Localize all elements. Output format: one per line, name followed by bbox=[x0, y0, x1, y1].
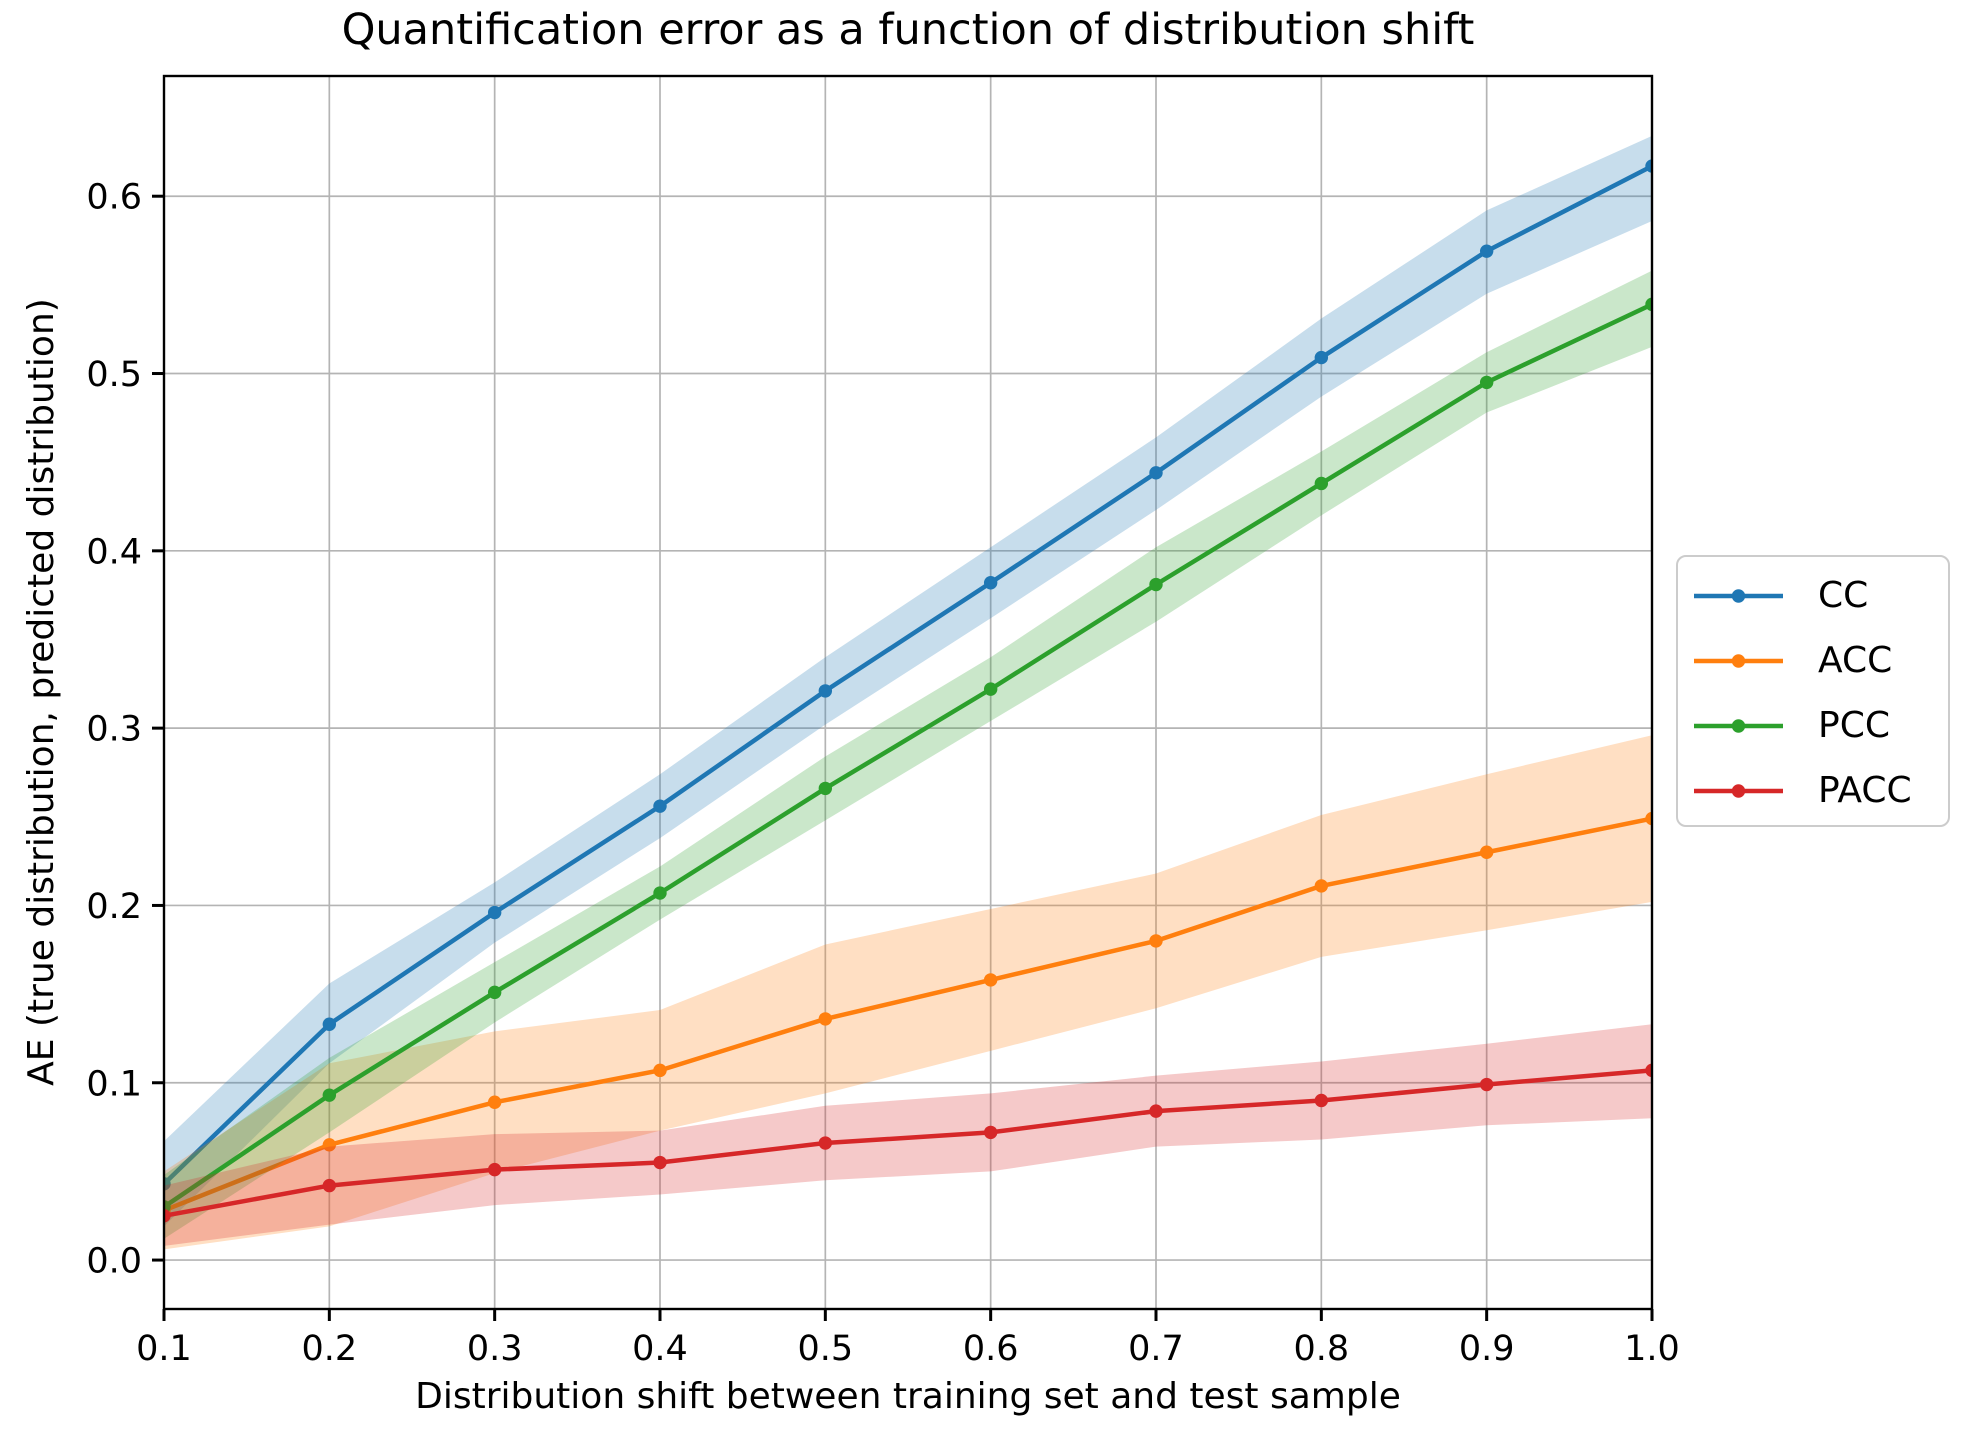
data-point-pacc bbox=[1645, 1063, 1652, 1078]
legend-marker-cc bbox=[1731, 588, 1746, 603]
legend-line-sample-pcc bbox=[1694, 718, 1783, 733]
data-point-pcc bbox=[818, 781, 833, 796]
data-point-pcc bbox=[1479, 375, 1494, 390]
x-tick-label: 0.4 bbox=[632, 1329, 688, 1369]
data-point-cc bbox=[1149, 466, 1163, 480]
legend-line-sample-acc bbox=[1694, 653, 1783, 668]
data-point-cc bbox=[487, 905, 502, 920]
legend-marker-acc bbox=[1731, 653, 1746, 668]
data-point-pacc bbox=[1314, 1093, 1329, 1108]
y-tick-label: 0.5 bbox=[86, 355, 142, 395]
legend-item-acc: ACC bbox=[1678, 628, 1948, 693]
series-acc-line bbox=[164, 816, 1652, 1213]
series-layer bbox=[164, 135, 1652, 1250]
chart-title: Quantification error as a function of di… bbox=[341, 5, 1475, 55]
data-point-acc bbox=[1149, 934, 1163, 948]
legend-label-pcc: PCC bbox=[1818, 704, 1890, 746]
data-point-pcc bbox=[487, 985, 502, 1000]
data-point-pcc bbox=[653, 886, 667, 900]
data-point-pacc bbox=[818, 1136, 833, 1150]
data-point-pacc bbox=[322, 1178, 337, 1193]
x-tick-label: 1.0 bbox=[1624, 1329, 1680, 1369]
data-point-cc bbox=[653, 799, 667, 813]
data-point-cc bbox=[983, 576, 998, 590]
legend-marker-pcc bbox=[1731, 718, 1746, 733]
axes-spines bbox=[162, 74, 1654, 1311]
x-tick-label: 0.3 bbox=[467, 1329, 523, 1369]
y-tick-label: 0.2 bbox=[86, 887, 142, 927]
data-point-acc bbox=[983, 973, 998, 987]
data-point-acc bbox=[487, 1095, 502, 1109]
series-cc-line bbox=[164, 163, 1652, 1187]
data-point-cc bbox=[164, 1177, 171, 1191]
data-point-acc bbox=[1314, 879, 1329, 893]
legend-label-pacc: PACC bbox=[1818, 769, 1912, 811]
y-tick-label: 0.3 bbox=[86, 710, 142, 750]
data-point-cc bbox=[1314, 350, 1329, 365]
data-point-pacc bbox=[983, 1125, 998, 1140]
legend-line-sample-cc bbox=[1694, 588, 1783, 603]
y-axis-label: AE (true distribution, predicted distrib… bbox=[21, 298, 62, 1086]
x-tick-label: 0.9 bbox=[1459, 1329, 1515, 1369]
data-point-acc bbox=[653, 1063, 667, 1078]
x-tick-label: 0.7 bbox=[1128, 1329, 1184, 1369]
x-tick-labels: 0.1 0.2 0.3 0.4 0.5 0.6 0.7 0.8 0.9 1.0 bbox=[136, 1329, 1680, 1369]
legend-label-acc: ACC bbox=[1818, 639, 1893, 681]
data-point-pcc bbox=[1645, 297, 1652, 312]
data-point-cc bbox=[1645, 159, 1652, 173]
series-cc-markers bbox=[164, 159, 1652, 1191]
data-point-pacc bbox=[164, 1209, 171, 1223]
data-point-cc bbox=[1479, 244, 1494, 258]
data-point-pacc bbox=[487, 1162, 502, 1177]
y-tick-label: 0.0 bbox=[86, 1242, 142, 1282]
series-pacc-markers bbox=[164, 1063, 1652, 1223]
data-point-cc bbox=[818, 684, 833, 698]
series-pcc-band bbox=[164, 270, 1652, 1239]
axis-ticks bbox=[152, 194, 1654, 1321]
data-point-pcc bbox=[1149, 577, 1163, 592]
x-tick-label: 0.8 bbox=[1293, 1329, 1349, 1369]
y-tick-label: 0.4 bbox=[86, 532, 142, 572]
y-tick-label: 0.6 bbox=[86, 178, 142, 218]
legend-label-cc: CC bbox=[1818, 574, 1869, 616]
x-tick-label: 0.5 bbox=[797, 1329, 853, 1369]
legend-item-pcc: PCC bbox=[1678, 693, 1948, 758]
y-tick-label: 0.1 bbox=[86, 1064, 142, 1104]
data-point-pacc bbox=[1149, 1104, 1163, 1118]
x-tick-label: 0.2 bbox=[301, 1329, 357, 1369]
x-tick-label: 0.6 bbox=[963, 1329, 1019, 1369]
data-point-acc bbox=[322, 1138, 337, 1152]
x-axis-label: Distribution shift between training set … bbox=[415, 1376, 1401, 1417]
legend-line-sample-pacc bbox=[1694, 783, 1783, 798]
series-acc-band bbox=[164, 735, 1652, 1250]
series-pcc-markers bbox=[164, 297, 1652, 1214]
data-point-acc bbox=[818, 1012, 833, 1026]
series-cc-band bbox=[164, 135, 1652, 1227]
data-point-pcc bbox=[322, 1088, 337, 1102]
data-point-acc bbox=[1645, 811, 1652, 826]
data-point-pcc bbox=[983, 682, 998, 696]
data-point-pacc bbox=[653, 1155, 667, 1170]
series-pacc-band bbox=[164, 1024, 1652, 1246]
data-point-cc bbox=[322, 1017, 337, 1031]
legend-item-cc: CC bbox=[1678, 563, 1948, 628]
legend-marker-pacc bbox=[1731, 783, 1746, 798]
y-tick-labels: 0.0 0.1 0.2 0.3 0.4 0.5 0.6 bbox=[86, 178, 142, 1282]
legend-item-pacc: PACC bbox=[1678, 758, 1948, 823]
data-point-pacc bbox=[1479, 1077, 1494, 1092]
x-tick-label: 0.1 bbox=[136, 1329, 192, 1369]
series-pcc-line bbox=[164, 302, 1652, 1210]
data-point-acc bbox=[1479, 845, 1494, 859]
legend: CC ACC PCC PACC bbox=[1676, 555, 1950, 827]
data-point-pcc bbox=[1314, 476, 1329, 491]
series-pacc-line bbox=[164, 1068, 1652, 1218]
